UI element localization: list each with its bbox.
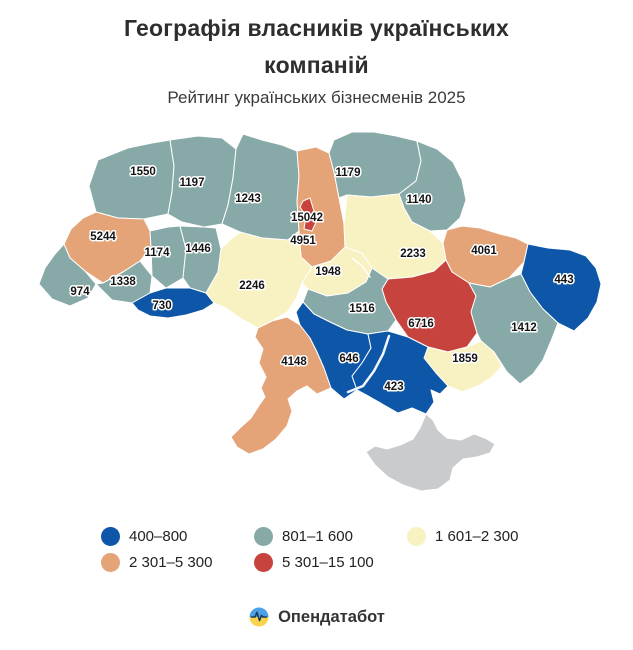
- legend-item-bin0: 400–800: [101, 527, 187, 546]
- legend-dot-bin1: [254, 527, 273, 546]
- region-kherson: [351, 330, 449, 415]
- region-label-donetsk: 1412: [511, 322, 537, 334]
- region-label-kyiv-city: 15042: [291, 212, 323, 224]
- legend-dot-bin4: [254, 553, 273, 572]
- region-zakarpattia: [38, 243, 97, 307]
- region-label-kyiv-oblast: 4951: [290, 235, 316, 247]
- opendatabot-logo: Опендатабот: [0, 606, 633, 628]
- legend-label-bin0: 400–800: [129, 528, 188, 545]
- region-donetsk: [468, 273, 559, 385]
- region-label-kharkiv: 4061: [471, 245, 497, 257]
- region-label-kherson: 423: [384, 381, 403, 393]
- region-label-poltava: 2233: [400, 248, 426, 260]
- region-label-lviv: 5244: [90, 231, 116, 243]
- legend-label-bin3: 2 301–5 300: [129, 554, 213, 571]
- region-label-chernihiv: 1179: [336, 167, 361, 179]
- legend-label-bin4: 5 301–15 100: [282, 554, 374, 571]
- page-subtitle: Рейтинг українських бізнесменів 2025: [167, 88, 466, 107]
- region-label-luhansk: 443: [554, 274, 573, 286]
- region-label-ivano-frankivsk: 1338: [110, 276, 136, 288]
- legend-label-bin2: 1 601–2 300: [435, 528, 519, 545]
- region-crimea: [365, 413, 496, 492]
- legend-dot-bin2: [407, 527, 426, 546]
- region-label-khmelnytskyi: 1446: [185, 243, 211, 255]
- region-label-zhytomyr: 1243: [235, 193, 261, 205]
- region-chernivtsi: [131, 287, 215, 319]
- legend-item-bin3: 2 301–5 300: [101, 553, 212, 572]
- legend-dot-bin3: [101, 553, 120, 572]
- page-title-line2: компаній: [264, 52, 369, 78]
- legend-item-bin4: 5 301–15 100: [254, 553, 374, 572]
- page-title-line1: Географія власників українських: [123, 15, 510, 41]
- opendatabot-logo-text: Опендатабот: [278, 607, 385, 626]
- region-volyn: [88, 139, 175, 220]
- region-vinnytsia: [205, 230, 313, 329]
- header: Географія власників українських компаній…: [0, 10, 633, 108]
- legend-label-bin1: 801–1 600: [282, 528, 353, 545]
- opendatabot-logo-icon: [249, 607, 269, 627]
- region-label-volyn: 1550: [130, 166, 156, 178]
- region-label-cherkasy: 1948: [315, 266, 341, 278]
- region-label-chernivtsi: 730: [152, 300, 171, 312]
- region-label-zaporizhzhia: 1859: [452, 353, 478, 365]
- region-label-dnipro: 6716: [408, 318, 434, 330]
- region-label-ternopil: 1174: [145, 247, 171, 259]
- legend-item-bin1: 801–1 600: [254, 527, 353, 546]
- region-label-zakarpattia: 974: [70, 286, 90, 298]
- region-label-vinnytsia: 2246: [239, 280, 265, 292]
- dnipro-river-line: [346, 334, 391, 394]
- region-label-sumy: 1140: [407, 194, 432, 206]
- region-label-mykolaiv: 646: [339, 353, 358, 365]
- kremenchuk-reservoir-line: [351, 257, 371, 278]
- legend-item-bin2: 1 601–2 300: [407, 527, 518, 546]
- region-label-rivne: 1197: [180, 177, 205, 189]
- region-label-kirovohrad: 1516: [349, 303, 375, 315]
- region-kyiv-city: [299, 197, 318, 232]
- legend-dot-bin0: [101, 527, 120, 546]
- region-sumy: [398, 140, 467, 232]
- region-label-odesa: 4148: [281, 356, 307, 368]
